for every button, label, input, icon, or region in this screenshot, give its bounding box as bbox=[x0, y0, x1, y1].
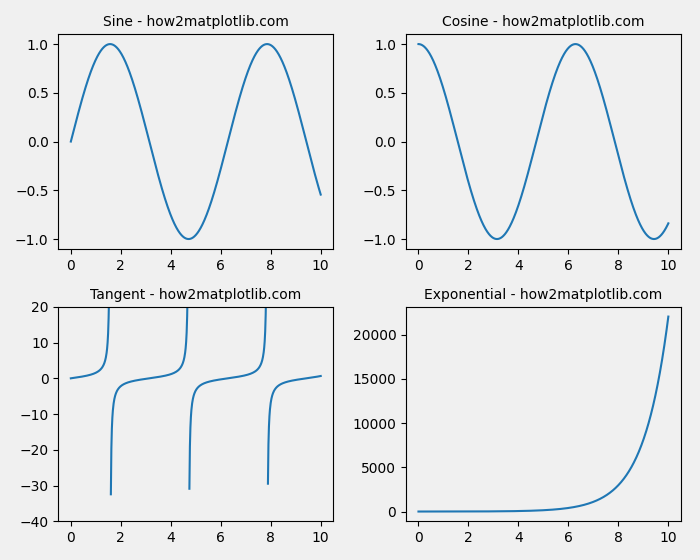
Title: Tangent - how2matplotlib.com: Tangent - how2matplotlib.com bbox=[90, 287, 302, 301]
Title: Sine - how2matplotlib.com: Sine - how2matplotlib.com bbox=[103, 15, 288, 29]
Title: Cosine - how2matplotlib.com: Cosine - how2matplotlib.com bbox=[442, 15, 645, 29]
Title: Exponential - how2matplotlib.com: Exponential - how2matplotlib.com bbox=[424, 287, 662, 301]
